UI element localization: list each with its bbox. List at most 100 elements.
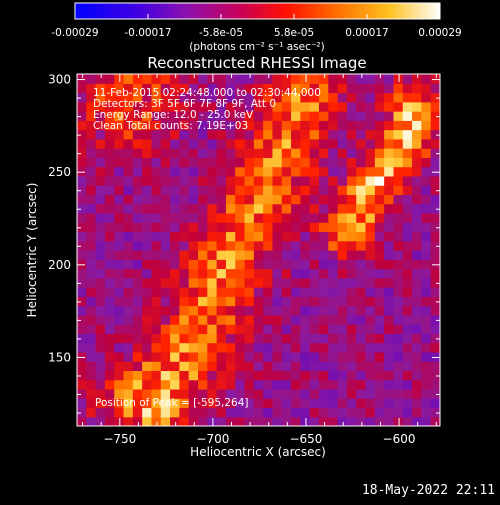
- heatmap-cell: [365, 138, 376, 149]
- heatmap-cell: [291, 157, 301, 168]
- heatmap-cell: [430, 194, 440, 205]
- heatmap-cell: [337, 333, 348, 344]
- heatmap-cell: [309, 166, 320, 177]
- heatmap-cell: [151, 416, 162, 426]
- heatmap-cell: [142, 175, 153, 186]
- heatmap-cell: [188, 398, 199, 409]
- heatmap-cell: [123, 222, 134, 233]
- heatmap-cell: [300, 324, 311, 334]
- heatmap-cell: [207, 166, 218, 177]
- heatmap-cell: [430, 361, 440, 372]
- heatmap-cell: [384, 240, 395, 251]
- heatmap-cell: [393, 166, 404, 177]
- heatmap-cell: [216, 83, 227, 94]
- heatmap-cell: [216, 370, 227, 381]
- heatmap-cell: [356, 111, 367, 121]
- heatmap-cell: [421, 250, 432, 260]
- heatmap-cell: [207, 333, 218, 344]
- heatmap-cell: [95, 166, 106, 177]
- heatmap-cell: [95, 74, 106, 84]
- heatmap-cell: [142, 416, 153, 426]
- heatmap-cell: [225, 166, 236, 177]
- heatmap-cell: [123, 268, 134, 279]
- heatmap-cell: [132, 129, 143, 140]
- heatmap-cell: [114, 296, 125, 307]
- heatmap-cell: [384, 157, 395, 168]
- timestamp: 18-May-2022 22:11: [362, 483, 495, 498]
- heatmap-cell: [123, 259, 134, 270]
- heatmap-cell: [179, 157, 190, 168]
- heatmap-cell: [281, 101, 292, 112]
- heatmap-cell: [188, 92, 199, 103]
- heatmap-cell: [253, 296, 264, 307]
- heatmap-cell: [225, 305, 236, 316]
- heatmap-cell: [281, 166, 292, 177]
- heatmap-cell: [393, 333, 404, 344]
- heatmap-cell: [272, 287, 283, 297]
- heatmap-cell: [300, 148, 311, 158]
- heatmap-cell: [142, 212, 153, 223]
- heatmap-cell: [291, 101, 301, 112]
- heatmap-cell: [309, 333, 320, 344]
- heatmap-cell: [235, 370, 246, 381]
- heatmap-cell: [207, 194, 218, 205]
- heatmap-cell: [281, 361, 292, 372]
- heatmap-cell: [337, 120, 348, 131]
- heatmap-cell: [281, 185, 292, 196]
- heatmap-cell: [123, 407, 134, 418]
- heatmap-cell: [198, 398, 208, 409]
- heatmap-cell: [393, 416, 404, 426]
- heatmap-cell: [170, 175, 180, 186]
- heatmap-cell: [272, 175, 283, 186]
- heatmap-cell: [337, 240, 348, 251]
- heatmap-cell: [253, 379, 264, 390]
- heatmap-cell: [328, 333, 339, 344]
- heatmap-cell: [95, 370, 106, 381]
- heatmap-cell: [235, 296, 246, 307]
- heatmap-cell: [430, 175, 440, 186]
- heatmap-cell: [225, 296, 236, 307]
- heatmap-cell: [272, 333, 283, 344]
- heatmap-cell: [346, 194, 357, 205]
- heatmap-cell: [142, 166, 153, 177]
- heatmap-cell: [309, 185, 320, 196]
- heatmap-cell: [244, 305, 255, 316]
- heatmap-cell: [179, 398, 190, 409]
- heatmap-cell: [356, 342, 367, 353]
- heatmap-cell: [244, 333, 255, 344]
- heatmap-cell: [430, 157, 440, 168]
- heatmap-cell: [356, 370, 367, 381]
- heatmap-cell: [430, 240, 440, 251]
- heatmap-cell: [328, 222, 339, 233]
- heatmap-cell: [384, 388, 395, 399]
- heatmap-cell: [430, 92, 440, 103]
- heatmap-cell: [114, 324, 125, 334]
- heatmap-cell: [384, 324, 395, 334]
- heatmap-cell: [281, 388, 292, 399]
- heatmap-cell: [179, 74, 190, 84]
- heatmap-cell: [328, 101, 339, 112]
- heatmap-cell: [430, 222, 440, 233]
- heatmap-cell: [142, 157, 153, 168]
- heatmap-cell: [132, 157, 143, 168]
- heatmap-cell: [151, 240, 162, 251]
- heatmap-cell: [253, 92, 264, 103]
- heatmap-cell: [291, 416, 301, 426]
- heatmap-cell: [123, 379, 134, 390]
- heatmap-cell: [188, 351, 199, 362]
- heatmap-cell: [337, 370, 348, 381]
- heatmap-cell: [179, 305, 190, 316]
- heatmap-cell: [104, 175, 115, 186]
- heatmap-cell: [365, 324, 376, 334]
- heatmap-cell: [253, 388, 264, 399]
- heatmap-cell: [170, 361, 180, 372]
- heatmap-cell: [198, 194, 208, 205]
- heatmap-cell: [216, 138, 227, 149]
- heatmap-cell: [198, 314, 208, 325]
- heatmap-cell: [114, 277, 125, 288]
- heatmap-cell: [412, 370, 422, 381]
- heatmap-cell: [77, 416, 87, 426]
- heatmap-cell: [142, 314, 153, 325]
- heatmap-cell: [319, 416, 329, 426]
